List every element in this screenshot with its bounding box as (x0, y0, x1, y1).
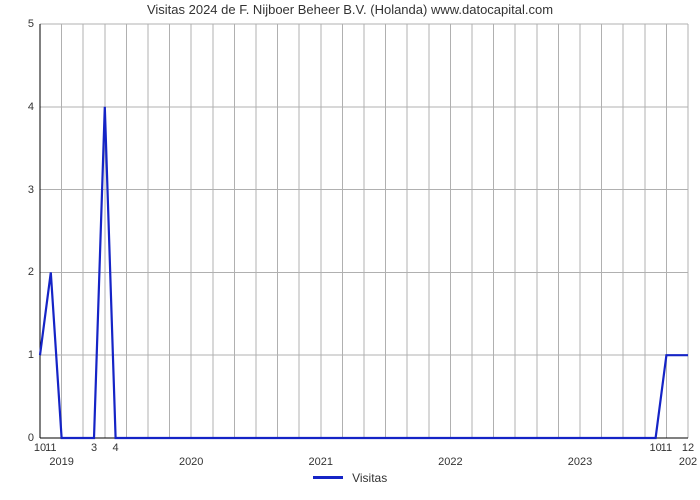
x-year-label: 2021 (309, 438, 333, 468)
x-sub-label: 11 (661, 438, 672, 454)
chart-title: Visitas 2024 de F. Nijboer Beheer B.V. (… (0, 2, 700, 17)
y-tick-label: 2 (28, 266, 40, 278)
x-year-label: 2023 (568, 438, 592, 468)
x-year-label: 2022 (438, 438, 462, 468)
y-tick-label: 3 (28, 184, 40, 196)
y-tick-label: 4 (28, 101, 40, 113)
y-tick-label: 1 (28, 349, 40, 361)
x-year-label: 202 (679, 438, 697, 468)
y-tick-label: 5 (28, 18, 40, 30)
legend: Visitas (0, 470, 700, 485)
legend-label: Visitas (352, 471, 387, 485)
plot-svg (40, 24, 688, 438)
chart-container: Visitas 2024 de F. Nijboer Beheer B.V. (… (0, 0, 700, 500)
legend-swatch (313, 476, 343, 479)
plot-area: 0123451011341011122019202020212022202320… (40, 24, 688, 438)
x-sub-label: 4 (113, 438, 119, 454)
x-sub-label: 3 (91, 438, 97, 454)
x-year-label: 2019 (49, 438, 73, 468)
x-year-label: 2020 (179, 438, 203, 468)
